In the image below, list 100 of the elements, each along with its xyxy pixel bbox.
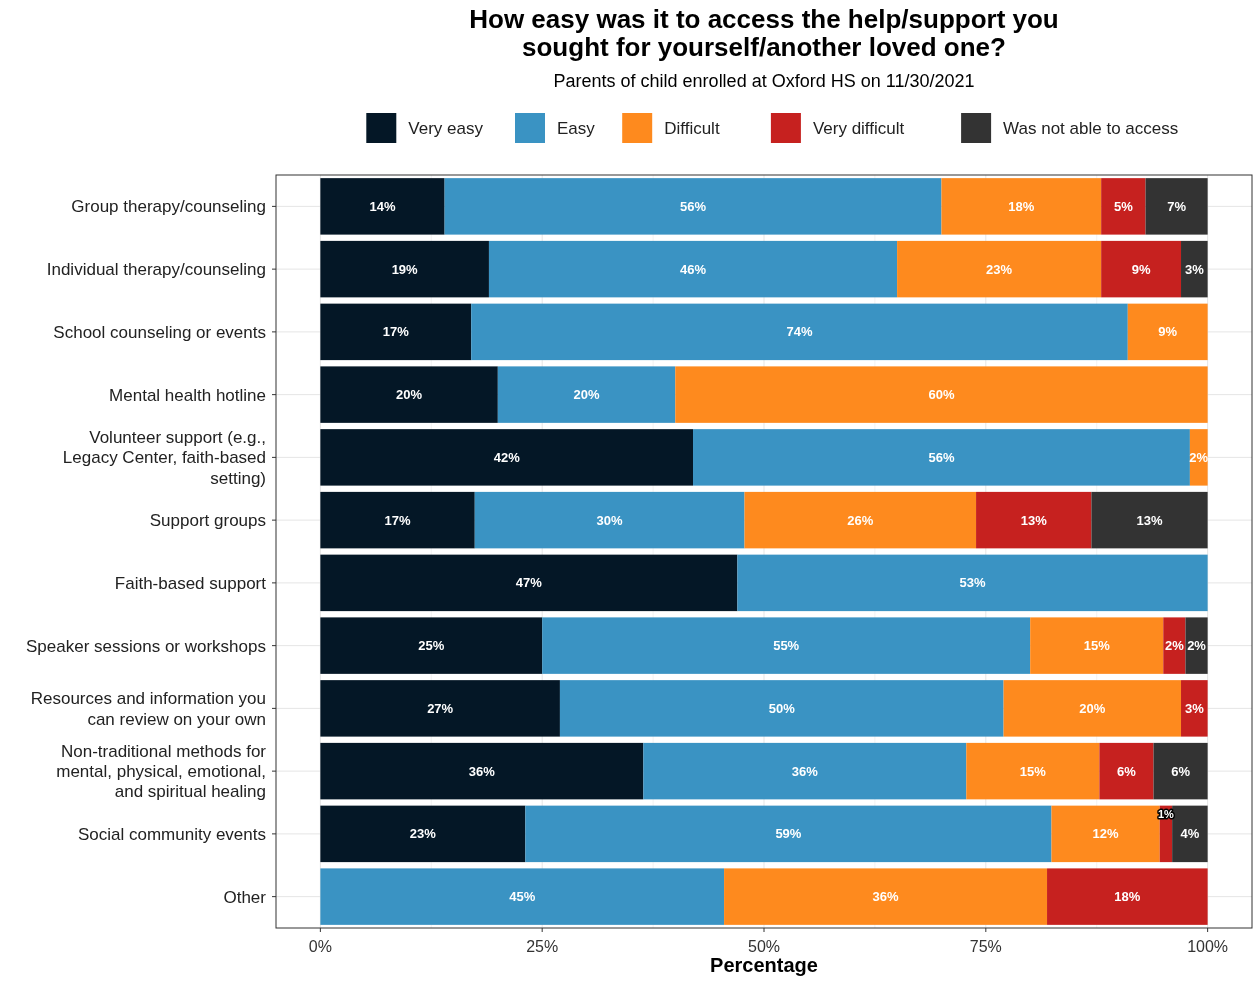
data-label: 9% [1158, 324, 1178, 340]
data-label: 7% [1167, 198, 1187, 214]
x-tick-label: 50% [747, 937, 781, 955]
data-label: 26% [847, 512, 874, 528]
data-label: 2% [1164, 638, 1185, 654]
bar [320, 429, 694, 486]
data-label: 20% [573, 387, 600, 403]
data-label: 60% [928, 387, 955, 403]
data-label: 42% [493, 449, 521, 465]
y-tick-label: Group therapy/counseling [71, 197, 266, 217]
data-label: 9% [1131, 261, 1151, 277]
bar [724, 868, 1048, 925]
bar [320, 240, 489, 298]
data-label: 30% [596, 512, 624, 528]
bar [693, 429, 1190, 486]
data-label: 6% [1171, 763, 1191, 779]
y-tick-label: Other [223, 887, 267, 907]
bar [1127, 303, 1208, 361]
bar [320, 366, 498, 423]
bar [1030, 617, 1164, 674]
data-label: 3% [1184, 700, 1205, 716]
data-label: 3% [1184, 261, 1205, 277]
legend-label: Very easy [408, 118, 484, 138]
data-label: 45% [509, 889, 536, 905]
bar [737, 554, 1208, 612]
data-label: 46% [680, 261, 707, 277]
bar [1181, 680, 1208, 737]
bar [525, 805, 1052, 863]
bar [1099, 742, 1154, 800]
bar [320, 617, 543, 674]
bar [1145, 178, 1208, 235]
data-label: 20% [396, 387, 423, 403]
bar [1003, 680, 1182, 737]
bar [744, 491, 977, 549]
chart-title: How easy was it to access the help/support you sought for yourself/another loved one? [469, 4, 1059, 62]
data-label: 5% [1113, 198, 1134, 214]
bar [1091, 491, 1208, 549]
legend-label: Easy [557, 118, 596, 138]
bar [897, 240, 1102, 298]
bar [320, 491, 475, 549]
data-label: 27% [427, 700, 454, 716]
chart-subtitle: Parents of child enrolled at Oxford HS on 11/30/2021 [553, 71, 975, 91]
data-label: 36% [791, 763, 819, 779]
bar [941, 178, 1102, 235]
data-label: 17% [384, 512, 411, 528]
data-label: 50% [768, 700, 796, 716]
data-label: 2% [1187, 638, 1207, 654]
data-label: 36% [468, 763, 496, 779]
bar [320, 868, 725, 925]
bar [542, 617, 1031, 674]
data-label: 23% [986, 261, 1013, 277]
y-tick-label: Individual therapy/counseling [46, 260, 266, 280]
data-label: 19% [391, 261, 419, 277]
bar [320, 680, 560, 737]
bar [1181, 240, 1208, 298]
bar [320, 303, 472, 361]
data-label: 59% [775, 826, 802, 842]
y-tick-label: School counseling or events [53, 322, 266, 342]
data-label: 53% [959, 575, 986, 591]
y-tick-label: Resources and information you can review on your own [30, 689, 266, 729]
bar [1163, 617, 1186, 674]
data-label: 4% [1180, 826, 1200, 842]
data-label: 56% [680, 198, 707, 214]
bar [474, 491, 745, 549]
data-label: 74% [786, 324, 813, 340]
y-tick-label: Support groups [149, 511, 266, 531]
data-label: 6% [1117, 763, 1137, 779]
data-label: 36% [872, 889, 899, 905]
y-tick-label: Non-traditional methods for mental, physical, emotional, and spiritual healing [56, 741, 267, 802]
data-label: 20% [1079, 700, 1106, 716]
x-tick-label: 100% [1187, 937, 1229, 955]
bar [471, 303, 1128, 361]
bar [1101, 178, 1146, 235]
bar [559, 680, 1004, 737]
bar [320, 178, 445, 235]
data-label: 14% [369, 198, 396, 214]
legend-label: Was not able to access [1003, 118, 1179, 138]
legend-label: Difficult [664, 118, 720, 138]
bar [497, 366, 676, 423]
bar [643, 742, 967, 800]
data-label: 13% [1136, 512, 1163, 528]
bar [320, 805, 526, 863]
bar [1051, 805, 1160, 863]
bar [976, 491, 1092, 549]
data-label: 56% [928, 449, 955, 465]
data-label: 18% [1008, 198, 1035, 214]
bar [1185, 617, 1208, 674]
legend-label: Very difficult [812, 118, 905, 138]
data-label: 12% [1092, 826, 1120, 842]
data-label: 13% [1020, 512, 1048, 528]
bar [675, 366, 1208, 423]
y-tick-label: Speaker sessions or workshops [25, 636, 266, 656]
bar [1101, 240, 1182, 298]
y-tick-label: Social community events [77, 824, 266, 844]
x-tick-label: 0% [308, 937, 332, 955]
data-label: 18% [1114, 889, 1141, 905]
y-tick-label: Mental health hotline [109, 385, 266, 405]
x-axis-title: Percentage [710, 954, 818, 976]
bar [1047, 868, 1208, 925]
y-tick-label: Volunteer support (e.g., Legacy Center, faith-based setting) [62, 427, 266, 488]
